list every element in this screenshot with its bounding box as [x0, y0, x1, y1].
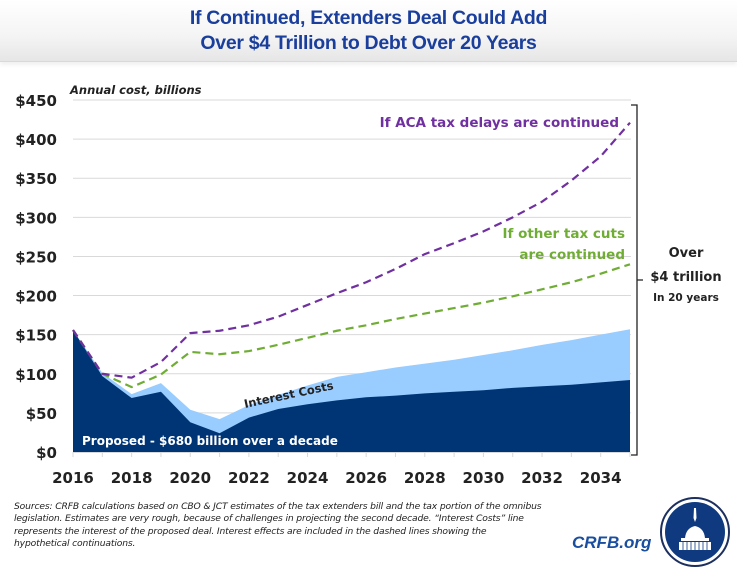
- y-tick-label: $50: [26, 405, 57, 423]
- x-axis-ticks: 2016 2018 2020 2022 2024 2026 2028 2030 2032 2034: [52, 452, 631, 487]
- x-tick-label: 2034: [580, 469, 622, 487]
- total-bracket: [631, 104, 643, 456]
- sources-footnote: Sources: CRFB calculations based on CBO …: [14, 501, 542, 550]
- x-tick-label: 2024: [287, 469, 329, 487]
- aca-series-label: If ACA tax delays are continued: [380, 115, 619, 131]
- other-tax-cuts-label-line-2: are continued: [519, 247, 625, 263]
- x-tick-label: 2026: [345, 469, 387, 487]
- area-series: [73, 329, 630, 452]
- other-tax-cuts-line: [72, 263, 631, 389]
- y-axis-ticks: $0 $50 $100 $150 $200 $250 $300 $350 $400 $450: [15, 92, 57, 462]
- x-tick-label: 2018: [111, 469, 153, 487]
- y-tick-label: $450: [15, 92, 57, 110]
- bracket-label-amount: $4 trillion: [650, 270, 721, 285]
- x-tick-label: 2032: [521, 469, 563, 487]
- y-tick-label: $250: [15, 248, 57, 266]
- x-tick-label: 2028: [404, 469, 446, 487]
- bracket-label-period: In 20 years: [653, 292, 719, 304]
- other-tax-cuts-label-line-1: If other tax cuts: [502, 226, 625, 242]
- chart-plot: $0 $50 $100 $150 $200 $250 $300 $350 $400 $450 20…: [15, 83, 721, 487]
- y-tick-label: $200: [15, 288, 57, 306]
- x-tick-label: 2016: [52, 469, 94, 487]
- x-tick-label: 2020: [169, 469, 211, 487]
- chart-title-line-1: If Continued, Extenders Deal Could Add: [189, 7, 548, 29]
- proposed-area: [73, 329, 630, 452]
- y-tick-label: $150: [15, 327, 57, 345]
- crfb-brand-link[interactable]: CRFB.org: [572, 533, 652, 552]
- y-tick-label: $0: [36, 444, 57, 462]
- y-tick-label: $100: [15, 366, 57, 384]
- title-bar: [0, 0, 737, 62]
- y-tick-label: $400: [15, 131, 57, 149]
- y-tick-label: $350: [15, 170, 57, 188]
- y-axis-label: Annual cost, billions: [69, 83, 202, 97]
- chart-title: If Continued, Extenders Deal Could Add O…: [0, 6, 737, 56]
- x-tick-label: 2030: [463, 469, 505, 487]
- y-tick-label: $300: [15, 209, 57, 227]
- chart-title-line-2: Over $4 Trillion to Debt Over 20 Years: [200, 32, 537, 54]
- aca-tax-delays-line: [72, 121, 631, 379]
- x-tick-label: 2022: [228, 469, 270, 487]
- capitol-dome-logo-icon: [660, 497, 730, 567]
- bracket-label-over: Over: [669, 246, 704, 261]
- dashed-series: [72, 121, 631, 389]
- proposed-area-label: Proposed - $680 billion over a decade: [82, 434, 338, 448]
